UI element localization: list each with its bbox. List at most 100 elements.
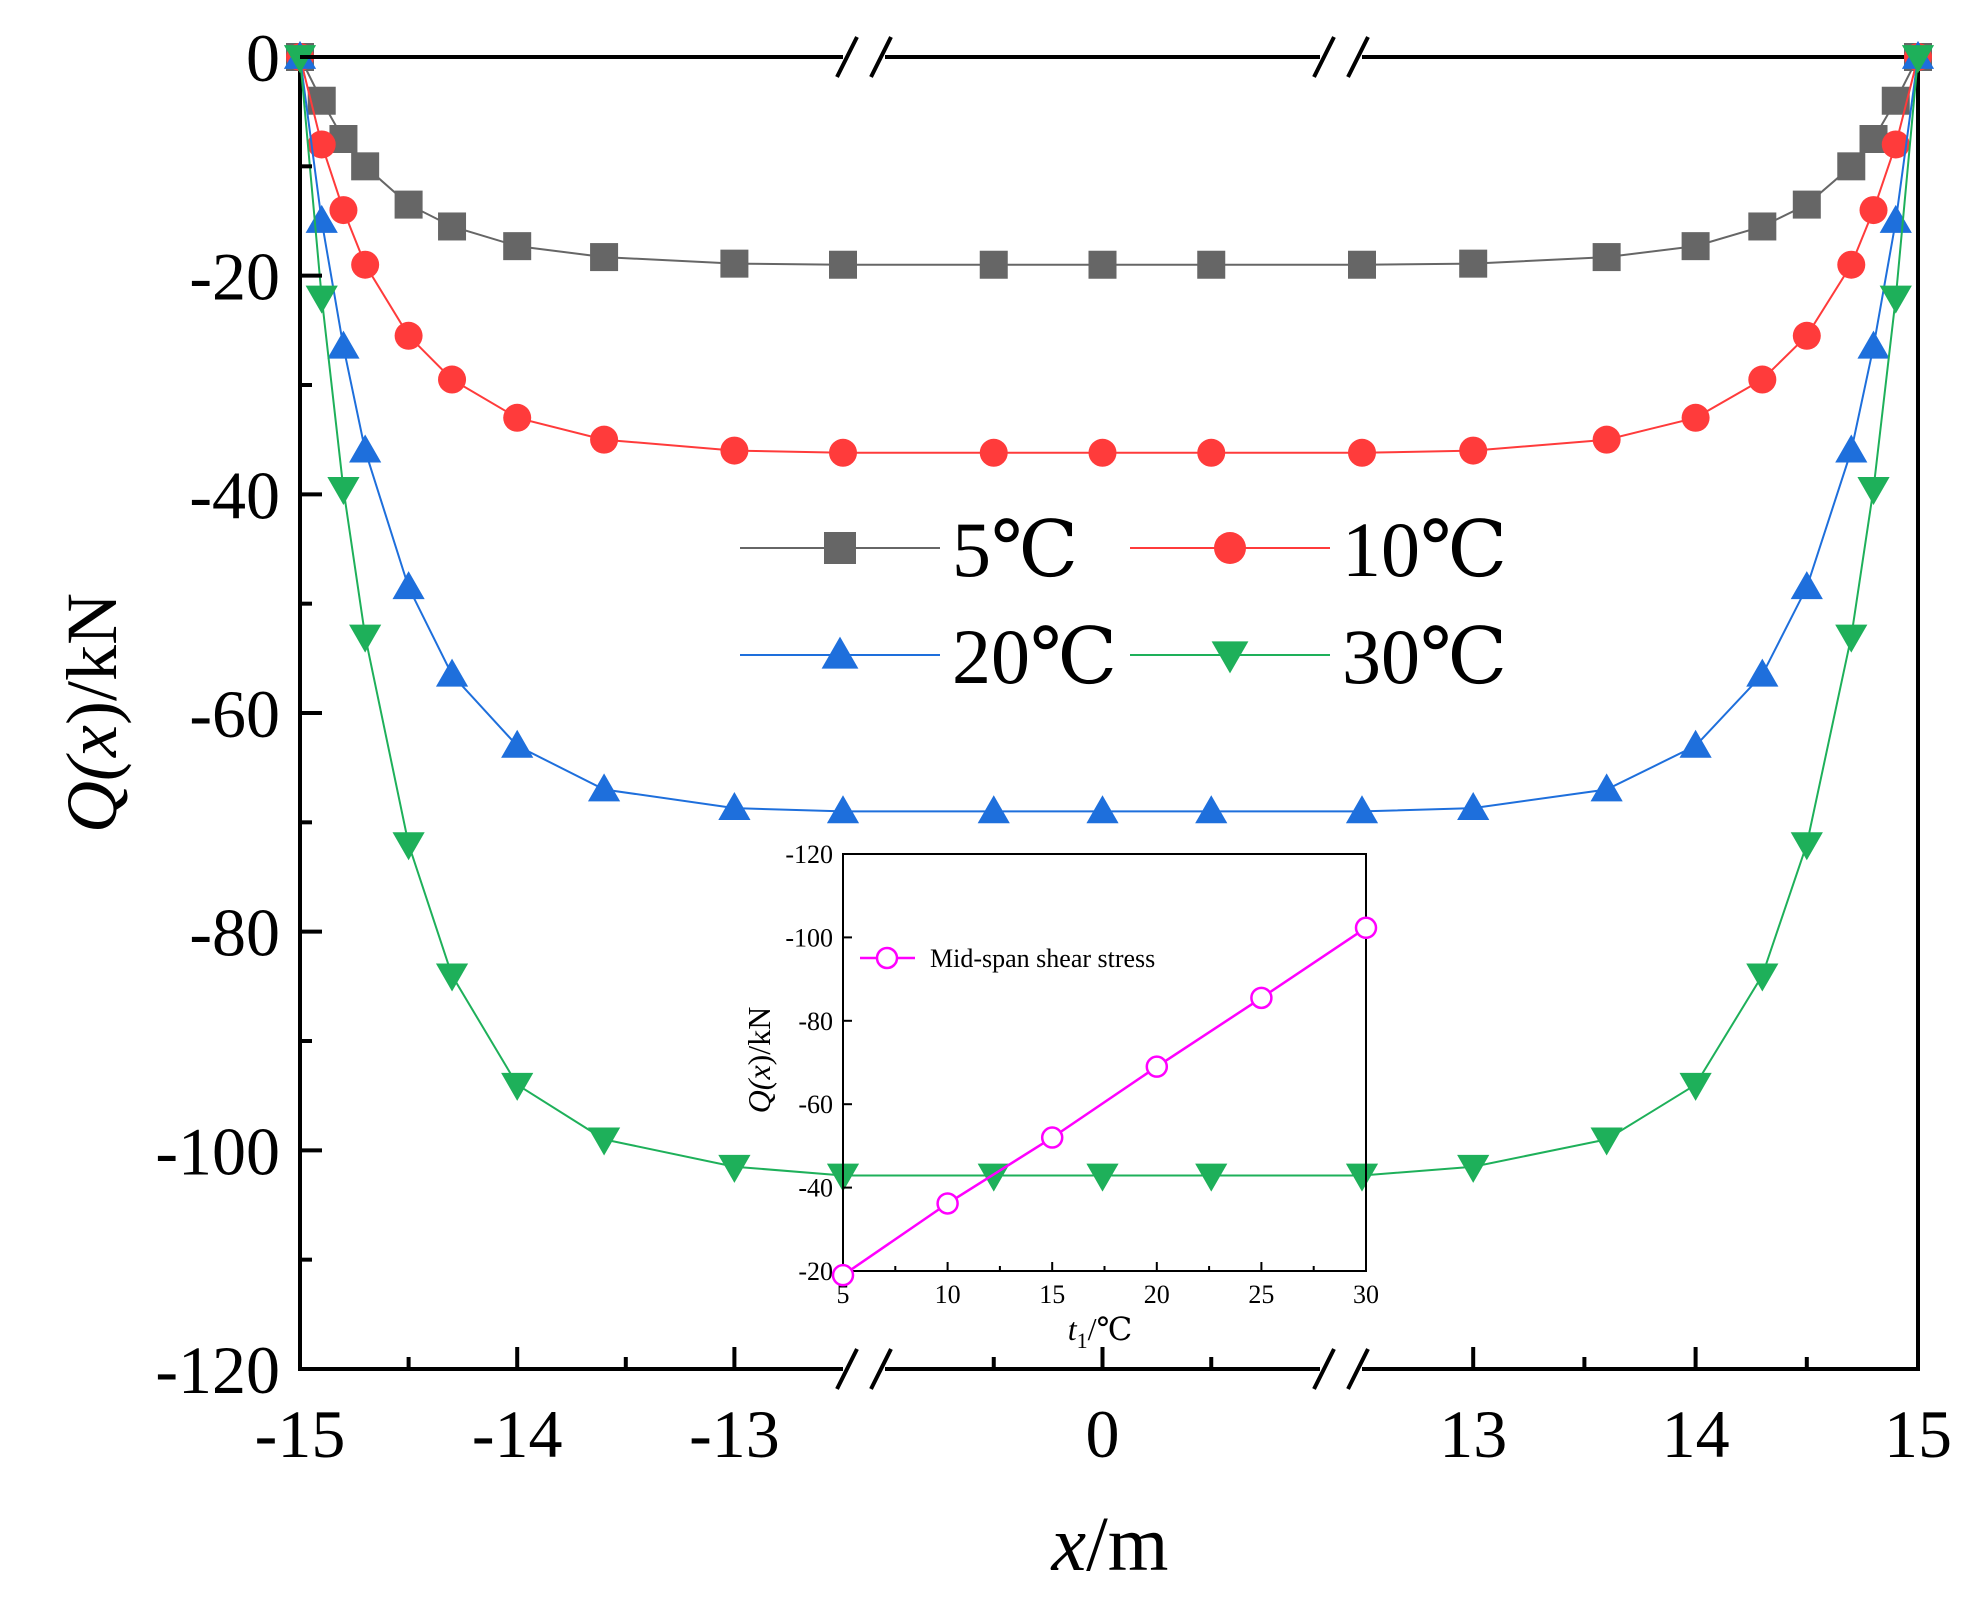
- data-point: [1837, 152, 1866, 181]
- data-point: [1457, 1154, 1490, 1183]
- data-point: [435, 658, 469, 687]
- main-plot: 0-20-40-60-80-100-120 -15 -14 -13 0 13 14 15 Q…: [52, 20, 1952, 1587]
- inset-x-tick-labels: 5 10 15 20 25 30: [837, 1280, 1380, 1309]
- inset-y-tick-label: -20: [798, 1257, 833, 1286]
- axis-break-slash: [869, 1348, 893, 1390]
- data-point: [1592, 243, 1621, 272]
- y-tick-label: -20: [189, 239, 280, 315]
- data-point: [1195, 795, 1228, 824]
- y-tick-label: -100: [155, 1113, 280, 1189]
- inset-data-point: [831, 1263, 855, 1287]
- data-point: [394, 190, 423, 219]
- data-point: [1679, 1072, 1712, 1101]
- data-point: [587, 773, 621, 802]
- inset-x-axis-label-unit: /℃: [1088, 1311, 1133, 1347]
- axis-break-gap: [1320, 52, 1362, 62]
- data-point: [829, 438, 857, 467]
- axis-break-slash: [869, 36, 893, 78]
- inset-legend: Mid-span shear stress: [860, 944, 1155, 973]
- legend-label: 20℃: [952, 613, 1117, 700]
- axis-break-slash: [1346, 36, 1370, 78]
- data-point: [718, 792, 751, 821]
- inset-x-tick-label: 20: [1144, 1280, 1170, 1309]
- inset-data-point: [936, 1192, 959, 1215]
- data-point: [438, 365, 467, 394]
- data-point: [349, 624, 382, 653]
- data-point: [829, 250, 857, 279]
- data-point: [1790, 832, 1823, 861]
- axis-break-marks: [835, 36, 1370, 1390]
- data-point: [503, 232, 532, 261]
- inset-data-point: [1354, 916, 1378, 940]
- series-0: [286, 43, 1932, 279]
- axis-break-slash: [1346, 1348, 1370, 1390]
- inset-y-tick-label: -60: [798, 1090, 833, 1119]
- data-point: [1590, 773, 1623, 802]
- data-point: [503, 403, 532, 432]
- data-point: [1088, 250, 1117, 279]
- inset-y-axis-label-unit: )/kN: [741, 1007, 777, 1066]
- inset-axis-ticks: [842, 853, 1367, 1272]
- data-point: [349, 434, 382, 463]
- x-tick-label: -14: [472, 1396, 563, 1472]
- inset-y-tick-label: -100: [785, 923, 833, 952]
- y-tick-label: -40: [189, 457, 280, 533]
- main-x-tick-labels: -15 -14 -13 0 13 14 15: [255, 1396, 1952, 1472]
- inset-data-point: [1145, 1055, 1169, 1078]
- data-point: [1197, 438, 1226, 467]
- data-point: [979, 250, 1008, 279]
- legend-label: 30℃: [1342, 613, 1507, 700]
- data-point: [327, 476, 360, 505]
- x-tick-label: 14: [1662, 1396, 1730, 1472]
- data-point: [1197, 250, 1226, 279]
- data-point: [590, 243, 619, 272]
- inset-series-group: [831, 916, 1378, 1287]
- inset-legend-label: Mid-span shear stress: [930, 944, 1155, 973]
- data-point: [435, 963, 469, 992]
- inset-x-axis-label-var: t: [1068, 1311, 1078, 1347]
- data-point: [1592, 425, 1621, 454]
- series-1: [286, 43, 1932, 467]
- data-point: [501, 729, 534, 758]
- axis-break-slash: [1312, 1348, 1336, 1390]
- axis-break-slash: [835, 36, 859, 78]
- legend-marker: [1211, 641, 1249, 674]
- data-point: [394, 321, 423, 350]
- data-point: [1746, 658, 1779, 687]
- inset-legend-marker: [875, 946, 899, 970]
- data-point: [720, 249, 749, 278]
- data-point: [1748, 365, 1777, 394]
- data-point: [1790, 571, 1823, 600]
- legend-label: 10℃: [1342, 506, 1507, 593]
- axis-break-slash: [1312, 36, 1336, 78]
- data-point: [1348, 250, 1376, 279]
- data-point: [392, 832, 425, 861]
- data-point: [1457, 792, 1490, 821]
- inset-data-point: [1250, 986, 1273, 1010]
- data-point: [1681, 403, 1710, 432]
- data-point: [307, 86, 336, 115]
- y-tick-label: 0: [246, 20, 280, 96]
- data-point: [1086, 1163, 1119, 1192]
- inset-y-tick-labels: -120 -100 -80 -60 -40 -20: [785, 840, 833, 1286]
- x-tick-label: 15: [1884, 1396, 1952, 1472]
- inset-y-axis-label: Q(x)/kN: [741, 1007, 777, 1114]
- data-point: [327, 330, 360, 359]
- series-2: [283, 40, 1935, 824]
- inset-plot: -120 -100 -80 -60 -40 -20 5 10 15 20 25 30 Mid-spa…: [741, 840, 1379, 1353]
- main-y-axis-label-unit: )/kN: [52, 593, 132, 725]
- data-point: [826, 795, 860, 824]
- data-point: [1345, 1163, 1379, 1192]
- main-y-axis-label-var: x: [52, 725, 132, 758]
- series-3: [283, 45, 1935, 1192]
- data-point: [1859, 196, 1888, 225]
- data-point: [977, 795, 1010, 824]
- data-point: [329, 196, 358, 225]
- data-point: [1881, 130, 1910, 159]
- data-point: [1835, 434, 1868, 463]
- inset-y-tick-label: -40: [798, 1174, 833, 1203]
- data-point: [1345, 795, 1379, 824]
- data-point: [392, 571, 425, 600]
- data-point: [501, 1072, 534, 1101]
- data-point: [438, 212, 467, 241]
